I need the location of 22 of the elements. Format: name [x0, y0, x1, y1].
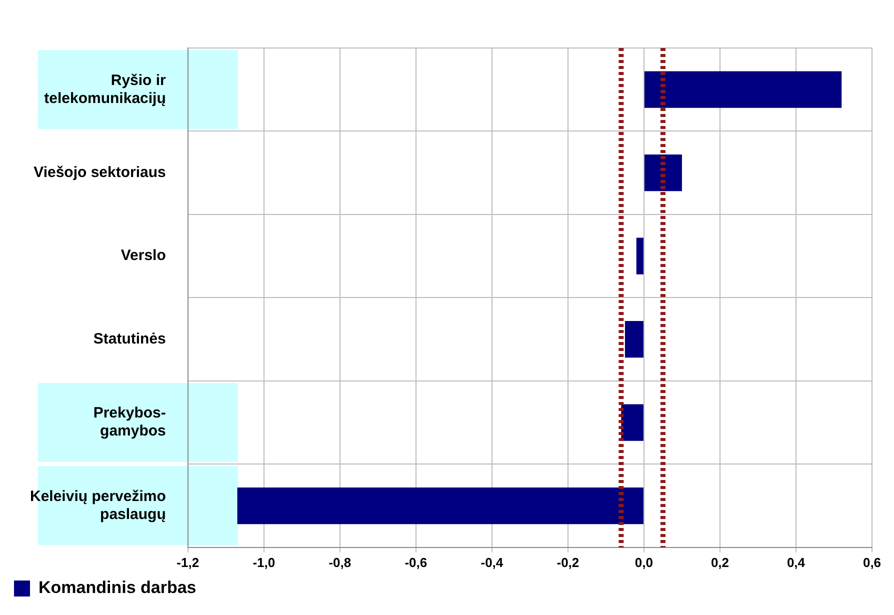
bar — [624, 321, 644, 358]
x-tick-label: -1,0 — [252, 554, 276, 570]
bar — [621, 404, 644, 441]
x-tick-label: 0,2 — [710, 554, 730, 570]
x-tick-label: -0,4 — [480, 554, 504, 570]
bar — [644, 71, 842, 108]
y-tick-label: Verslo — [120, 247, 166, 264]
y-tick-label: Keleivių pervežimo paslaugų — [30, 488, 166, 523]
y-tick-label: Prekybos- gamybos — [93, 404, 166, 440]
y-tick-label: Ryšio ir telekomunikacijų — [44, 72, 166, 107]
bar — [644, 154, 682, 192]
x-tick-label: -0,2 — [556, 554, 580, 570]
x-tick-label: 0,0 — [634, 554, 653, 570]
bar — [636, 238, 644, 274]
x-tick-label: 0,6 — [862, 554, 882, 570]
x-tick-label: -0,6 — [404, 554, 428, 570]
x-tick-label: -0,8 — [328, 554, 352, 570]
x-tick-label: -1,2 — [176, 554, 200, 570]
y-tick-label: Statutinės — [93, 330, 166, 348]
legend-label: Komandinis darbas — [38, 578, 196, 598]
y-tick-label: Viešojo sektoriaus — [34, 164, 166, 181]
x-tick-label: 0,4 — [786, 554, 806, 570]
